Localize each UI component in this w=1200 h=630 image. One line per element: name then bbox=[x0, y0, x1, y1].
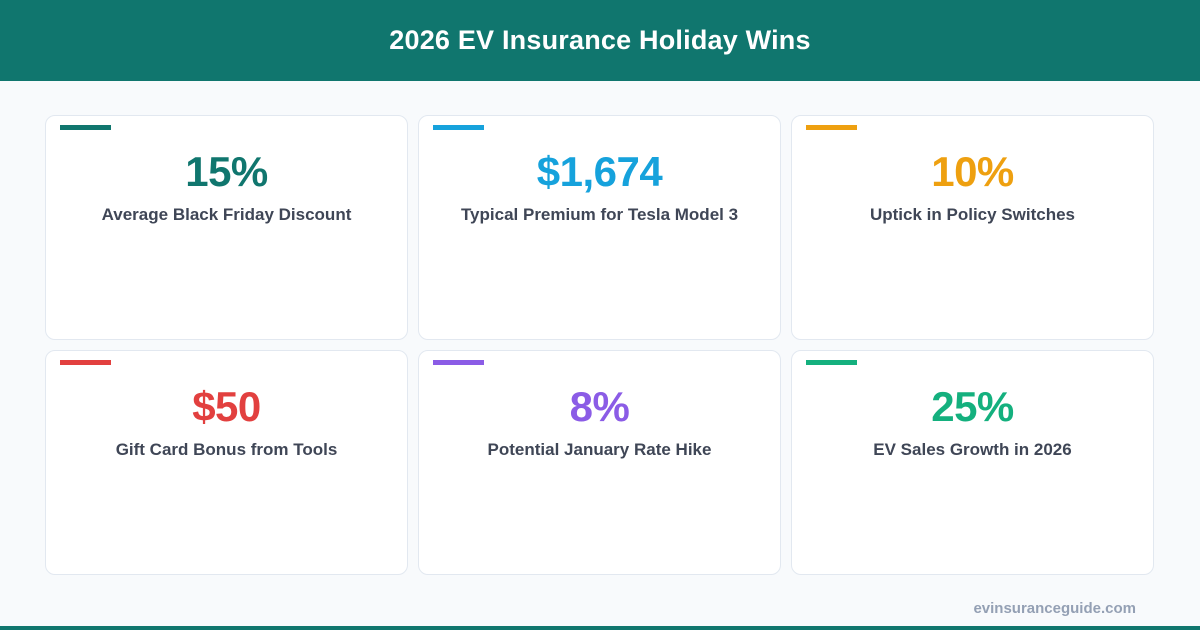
card-accent-bar bbox=[60, 125, 111, 130]
stat-card-gift-card-bonus: $50 Gift Card Bonus from Tools bbox=[45, 350, 408, 575]
card-accent-bar bbox=[806, 125, 857, 130]
stat-card-policy-switches: 10% Uptick in Policy Switches bbox=[791, 115, 1154, 340]
page-title: 2026 EV Insurance Holiday Wins bbox=[389, 25, 811, 55]
stat-card-january-rate-hike: 8% Potential January Rate Hike bbox=[418, 350, 781, 575]
footer-bar bbox=[0, 626, 1200, 630]
card-accent-bar bbox=[433, 125, 484, 130]
header-banner: 2026 EV Insurance Holiday Wins bbox=[0, 0, 1200, 81]
card-accent-bar bbox=[433, 360, 484, 365]
footer-site-url: evinsuranceguide.com bbox=[973, 600, 1136, 617]
stat-label: Potential January Rate Hike bbox=[487, 440, 712, 459]
stat-value: 8% bbox=[569, 383, 630, 430]
stat-value: 25% bbox=[931, 383, 1014, 430]
stat-card-tesla-premium: $1,674 Typical Premium for Tesla Model 3 bbox=[418, 115, 781, 340]
stat-card-ev-sales-growth: 25% EV Sales Growth in 2026 bbox=[791, 350, 1154, 575]
stat-label: EV Sales Growth in 2026 bbox=[873, 440, 1072, 459]
stat-label: Average Black Friday Discount bbox=[101, 205, 352, 224]
card-accent-bar bbox=[60, 360, 111, 365]
stat-label: Uptick in Policy Switches bbox=[869, 205, 1075, 224]
stat-label: Typical Premium for Tesla Model 3 bbox=[460, 205, 739, 224]
stat-value: $1,674 bbox=[536, 148, 663, 195]
card-accent-bar bbox=[806, 360, 857, 365]
stat-value: 15% bbox=[185, 148, 268, 195]
stat-value: 10% bbox=[931, 148, 1014, 195]
stat-label: Gift Card Bonus from Tools bbox=[115, 440, 338, 459]
stat-value: $50 bbox=[192, 383, 261, 430]
stat-card-black-friday-discount: 15% Average Black Friday Discount bbox=[45, 115, 408, 340]
